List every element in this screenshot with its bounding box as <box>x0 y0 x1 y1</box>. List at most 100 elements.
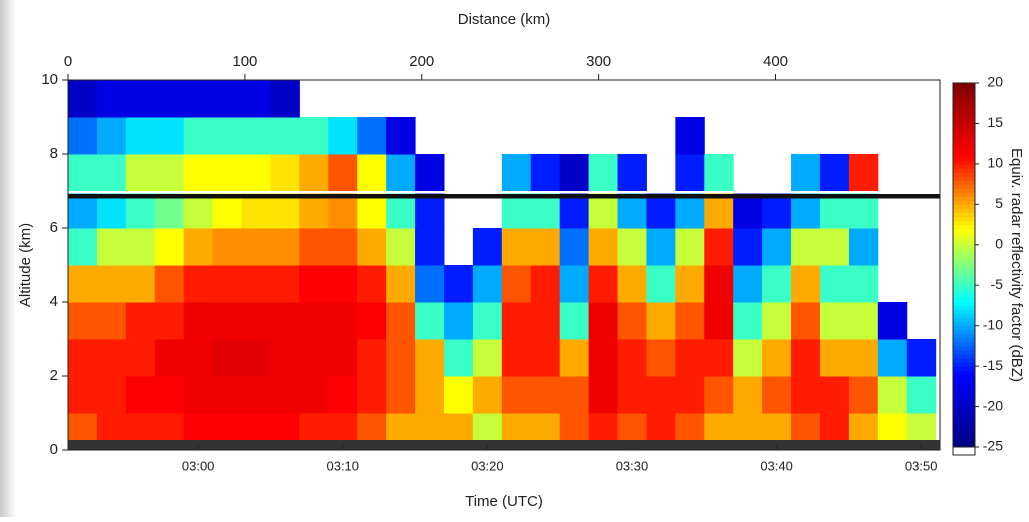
reflectivity-cell <box>270 228 300 266</box>
reflectivity-cell <box>415 265 445 303</box>
reflectivity-cell <box>415 228 445 266</box>
flight-line-halo <box>68 191 940 194</box>
reflectivity-cell <box>762 265 792 303</box>
reflectivity-cell <box>125 80 156 118</box>
reflectivity-cell <box>68 265 98 303</box>
reflectivity-cell <box>212 339 243 377</box>
reflectivity-cell <box>791 228 821 266</box>
colorbar-segment <box>953 147 975 153</box>
reflectivity-cell <box>68 376 98 414</box>
reflectivity-cell <box>357 339 387 377</box>
colorbar-segment <box>953 349 975 355</box>
reflectivity-cell <box>791 376 821 414</box>
reflectivity-cell <box>675 117 705 155</box>
reflectivity-cell <box>617 339 647 377</box>
reflectivity-cell <box>183 302 214 340</box>
reflectivity-cell <box>212 265 243 303</box>
reflectivity-cell <box>501 265 532 303</box>
colorbar-segment <box>953 277 975 282</box>
reflectivity-cell <box>183 228 214 266</box>
x2-tick-label: 200 <box>409 53 434 70</box>
colorbar-segment <box>953 115 975 120</box>
reflectivity-cell <box>183 265 214 303</box>
colorbar-segment <box>953 402 975 408</box>
reflectivity-cell <box>588 265 619 303</box>
reflectivity-cell <box>733 376 763 414</box>
reflectivity-cell <box>328 376 358 414</box>
reflectivity-cell <box>96 376 127 414</box>
reflectivity-cell <box>299 117 329 155</box>
reflectivity-cell <box>733 228 763 266</box>
colorbar-segment <box>953 418 975 424</box>
reflectivity-cell <box>675 376 705 414</box>
reflectivity-cell <box>415 154 445 192</box>
colorbar-tick-label: 5 <box>995 195 1003 211</box>
reflectivity-cell <box>733 339 763 377</box>
reflectivity-cell <box>96 80 127 118</box>
reflectivity-cell <box>270 376 300 414</box>
colorbar-segment <box>953 111 975 116</box>
colorbar-segment <box>953 95 975 100</box>
reflectivity-cell <box>559 339 590 377</box>
reflectivity-cell <box>125 154 156 192</box>
reflectivity-cell <box>530 265 561 303</box>
colorbar-segment <box>953 184 975 189</box>
y-tick-label: 4 <box>50 293 58 310</box>
reflectivity-cell <box>212 302 243 340</box>
colorbar-segment <box>953 256 975 262</box>
reflectivity-cell <box>125 228 156 266</box>
x2-tick-label: 300 <box>586 53 611 70</box>
colorbar-segment <box>953 91 975 96</box>
colorbar-label: Equiv. radar reflectivity factor (dBZ) <box>1008 148 1025 382</box>
reflectivity-cell <box>125 265 156 303</box>
reflectivity-cell <box>386 265 416 303</box>
reflectivity-cell <box>501 302 532 340</box>
colorbar-segment <box>953 228 975 234</box>
colorbar-tick-label: -5 <box>991 276 1004 292</box>
reflectivity-cell <box>530 154 561 192</box>
colorbar-segment <box>953 135 975 141</box>
reflectivity-cell <box>906 339 937 377</box>
reflectivity-cell <box>675 154 705 192</box>
reflectivity-cell <box>212 154 243 192</box>
reflectivity-cell <box>819 154 850 192</box>
flight-line <box>68 194 940 199</box>
edge-shade <box>0 0 16 517</box>
reflectivity-cell <box>472 228 503 266</box>
reflectivity-cell <box>646 376 676 414</box>
reflectivity-cell <box>96 154 127 192</box>
colorbar-segment <box>953 293 975 298</box>
y-tick-label: 0 <box>50 441 58 458</box>
reflectivity-cell <box>559 265 590 303</box>
colorbar-segment <box>953 394 975 400</box>
colorbar-segment <box>953 370 975 375</box>
reflectivity-cell <box>96 228 127 266</box>
reflectivity-cell <box>704 302 734 340</box>
reflectivity-cell <box>241 339 271 377</box>
reflectivity-cell <box>472 376 503 414</box>
reflectivity-cell <box>357 265 387 303</box>
reflectivity-cell <box>762 228 792 266</box>
colorbar-tick-label: 10 <box>987 155 1003 171</box>
y-tick-label: 6 <box>50 219 58 236</box>
reflectivity-cell <box>704 339 734 377</box>
reflectivity-cell <box>125 339 156 377</box>
colorbar-segment <box>953 139 975 145</box>
reflectivity-cell <box>299 339 329 377</box>
colorbar-segment <box>953 333 975 339</box>
reflectivity-cell <box>68 117 98 155</box>
reflectivity-cell <box>559 376 590 414</box>
colorbar-segment <box>953 159 975 165</box>
reflectivity-cell <box>299 302 329 340</box>
colorbar-segment <box>953 208 975 214</box>
colorbar-segment <box>953 200 975 205</box>
colorbar-segment <box>953 345 975 351</box>
reflectivity-cell <box>299 154 329 192</box>
reflectivity-cell <box>357 228 387 266</box>
reflectivity-cell <box>386 228 416 266</box>
reflectivity-cell <box>154 376 185 414</box>
reflectivity-cell <box>357 376 387 414</box>
colorbar-segment <box>953 171 975 177</box>
colorbar-segment <box>953 438 975 444</box>
reflectivity-cell <box>617 376 647 414</box>
